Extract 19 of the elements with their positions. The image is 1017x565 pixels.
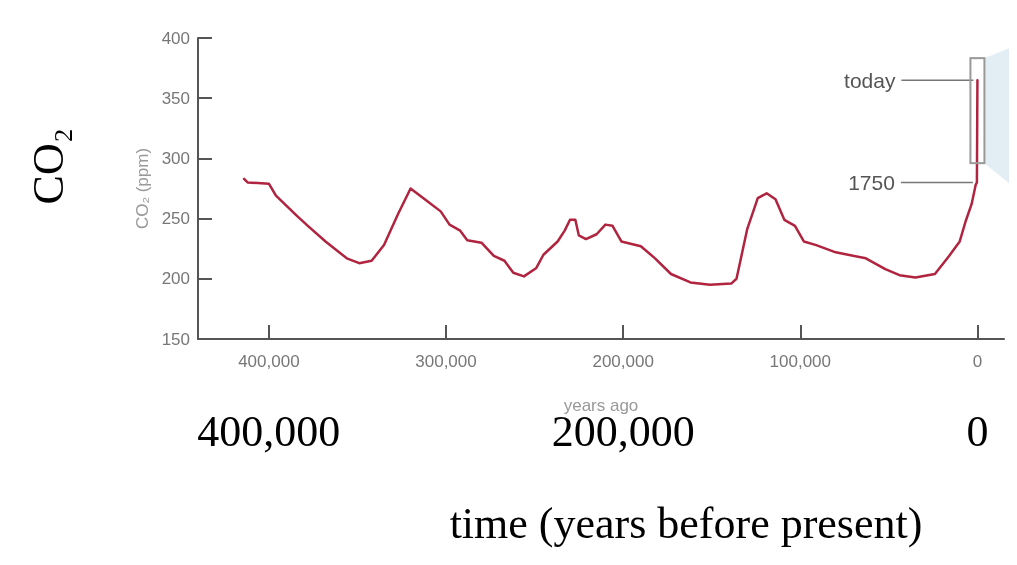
y-axis-title: CO₂ (ppm): [132, 147, 152, 230]
y-tick-label: 250: [161, 209, 190, 229]
x-tick-label: 300,000: [415, 352, 477, 371]
x2-axis-title: time (years before present): [449, 498, 923, 548]
annotation: today: [844, 68, 896, 92]
x-tick-label: 100,000: [769, 352, 832, 371]
y-tick-label: 300: [161, 148, 190, 168]
y-tick-label: 350: [161, 88, 190, 108]
annotation: 1750: [848, 170, 895, 194]
y-tick-label: 150: [161, 329, 190, 349]
x-tick-label: 0: [972, 352, 983, 371]
x2-tick-label: 0: [966, 406, 989, 456]
x-tick-label: 200,000: [592, 352, 654, 371]
y-tick-label: 200: [161, 269, 190, 289]
x2-tick-label: 400,000: [197, 406, 341, 456]
x-axis-title: years ago: [563, 396, 639, 415]
text: CO₂: [23, 127, 73, 205]
y-tick-label: 400: [161, 28, 190, 48]
x-tick-label: 400,000: [238, 352, 300, 371]
